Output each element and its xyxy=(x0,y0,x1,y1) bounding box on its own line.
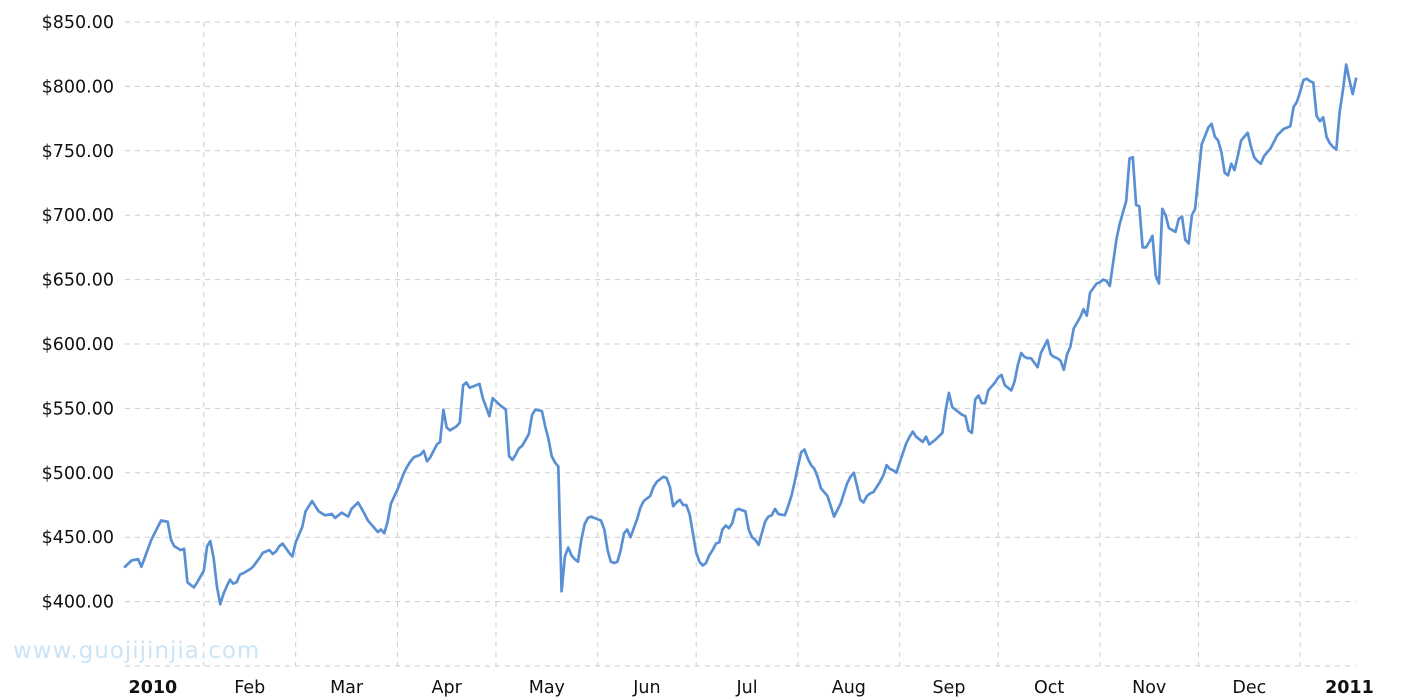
x-axis-label: Mar xyxy=(330,678,364,698)
y-axis-label: $600.00 xyxy=(42,335,114,355)
y-axis-label: $500.00 xyxy=(42,464,114,484)
x-axis-label: May xyxy=(529,678,565,698)
y-axis-label: $750.00 xyxy=(42,142,114,162)
x-axis-label: Feb xyxy=(234,678,265,698)
y-axis-label: $850.00 xyxy=(42,13,114,33)
x-axis-label: 2010 xyxy=(129,678,178,698)
price-line-series xyxy=(123,63,1358,606)
y-axis-label: $700.00 xyxy=(42,206,114,226)
y-axis-label: $550.00 xyxy=(42,399,114,419)
x-axis-label: 2011 xyxy=(1325,678,1374,698)
y-axis-label: $450.00 xyxy=(42,528,114,548)
x-axis-label: Oct xyxy=(1034,678,1064,698)
y-axis-label: $800.00 xyxy=(42,77,114,97)
y-axis-label: $400.00 xyxy=(42,593,114,613)
x-axis-label: Aug xyxy=(832,678,866,698)
x-axis-label: Jul xyxy=(736,678,758,698)
x-axis-label: Sep xyxy=(932,678,965,698)
x-axis-label: Apr xyxy=(432,678,463,698)
x-axis-label: Jun xyxy=(632,678,660,698)
x-axis-label: Nov xyxy=(1132,678,1166,698)
y-axis-label: $650.00 xyxy=(42,271,114,291)
x-axis-label: Dec xyxy=(1232,678,1266,698)
